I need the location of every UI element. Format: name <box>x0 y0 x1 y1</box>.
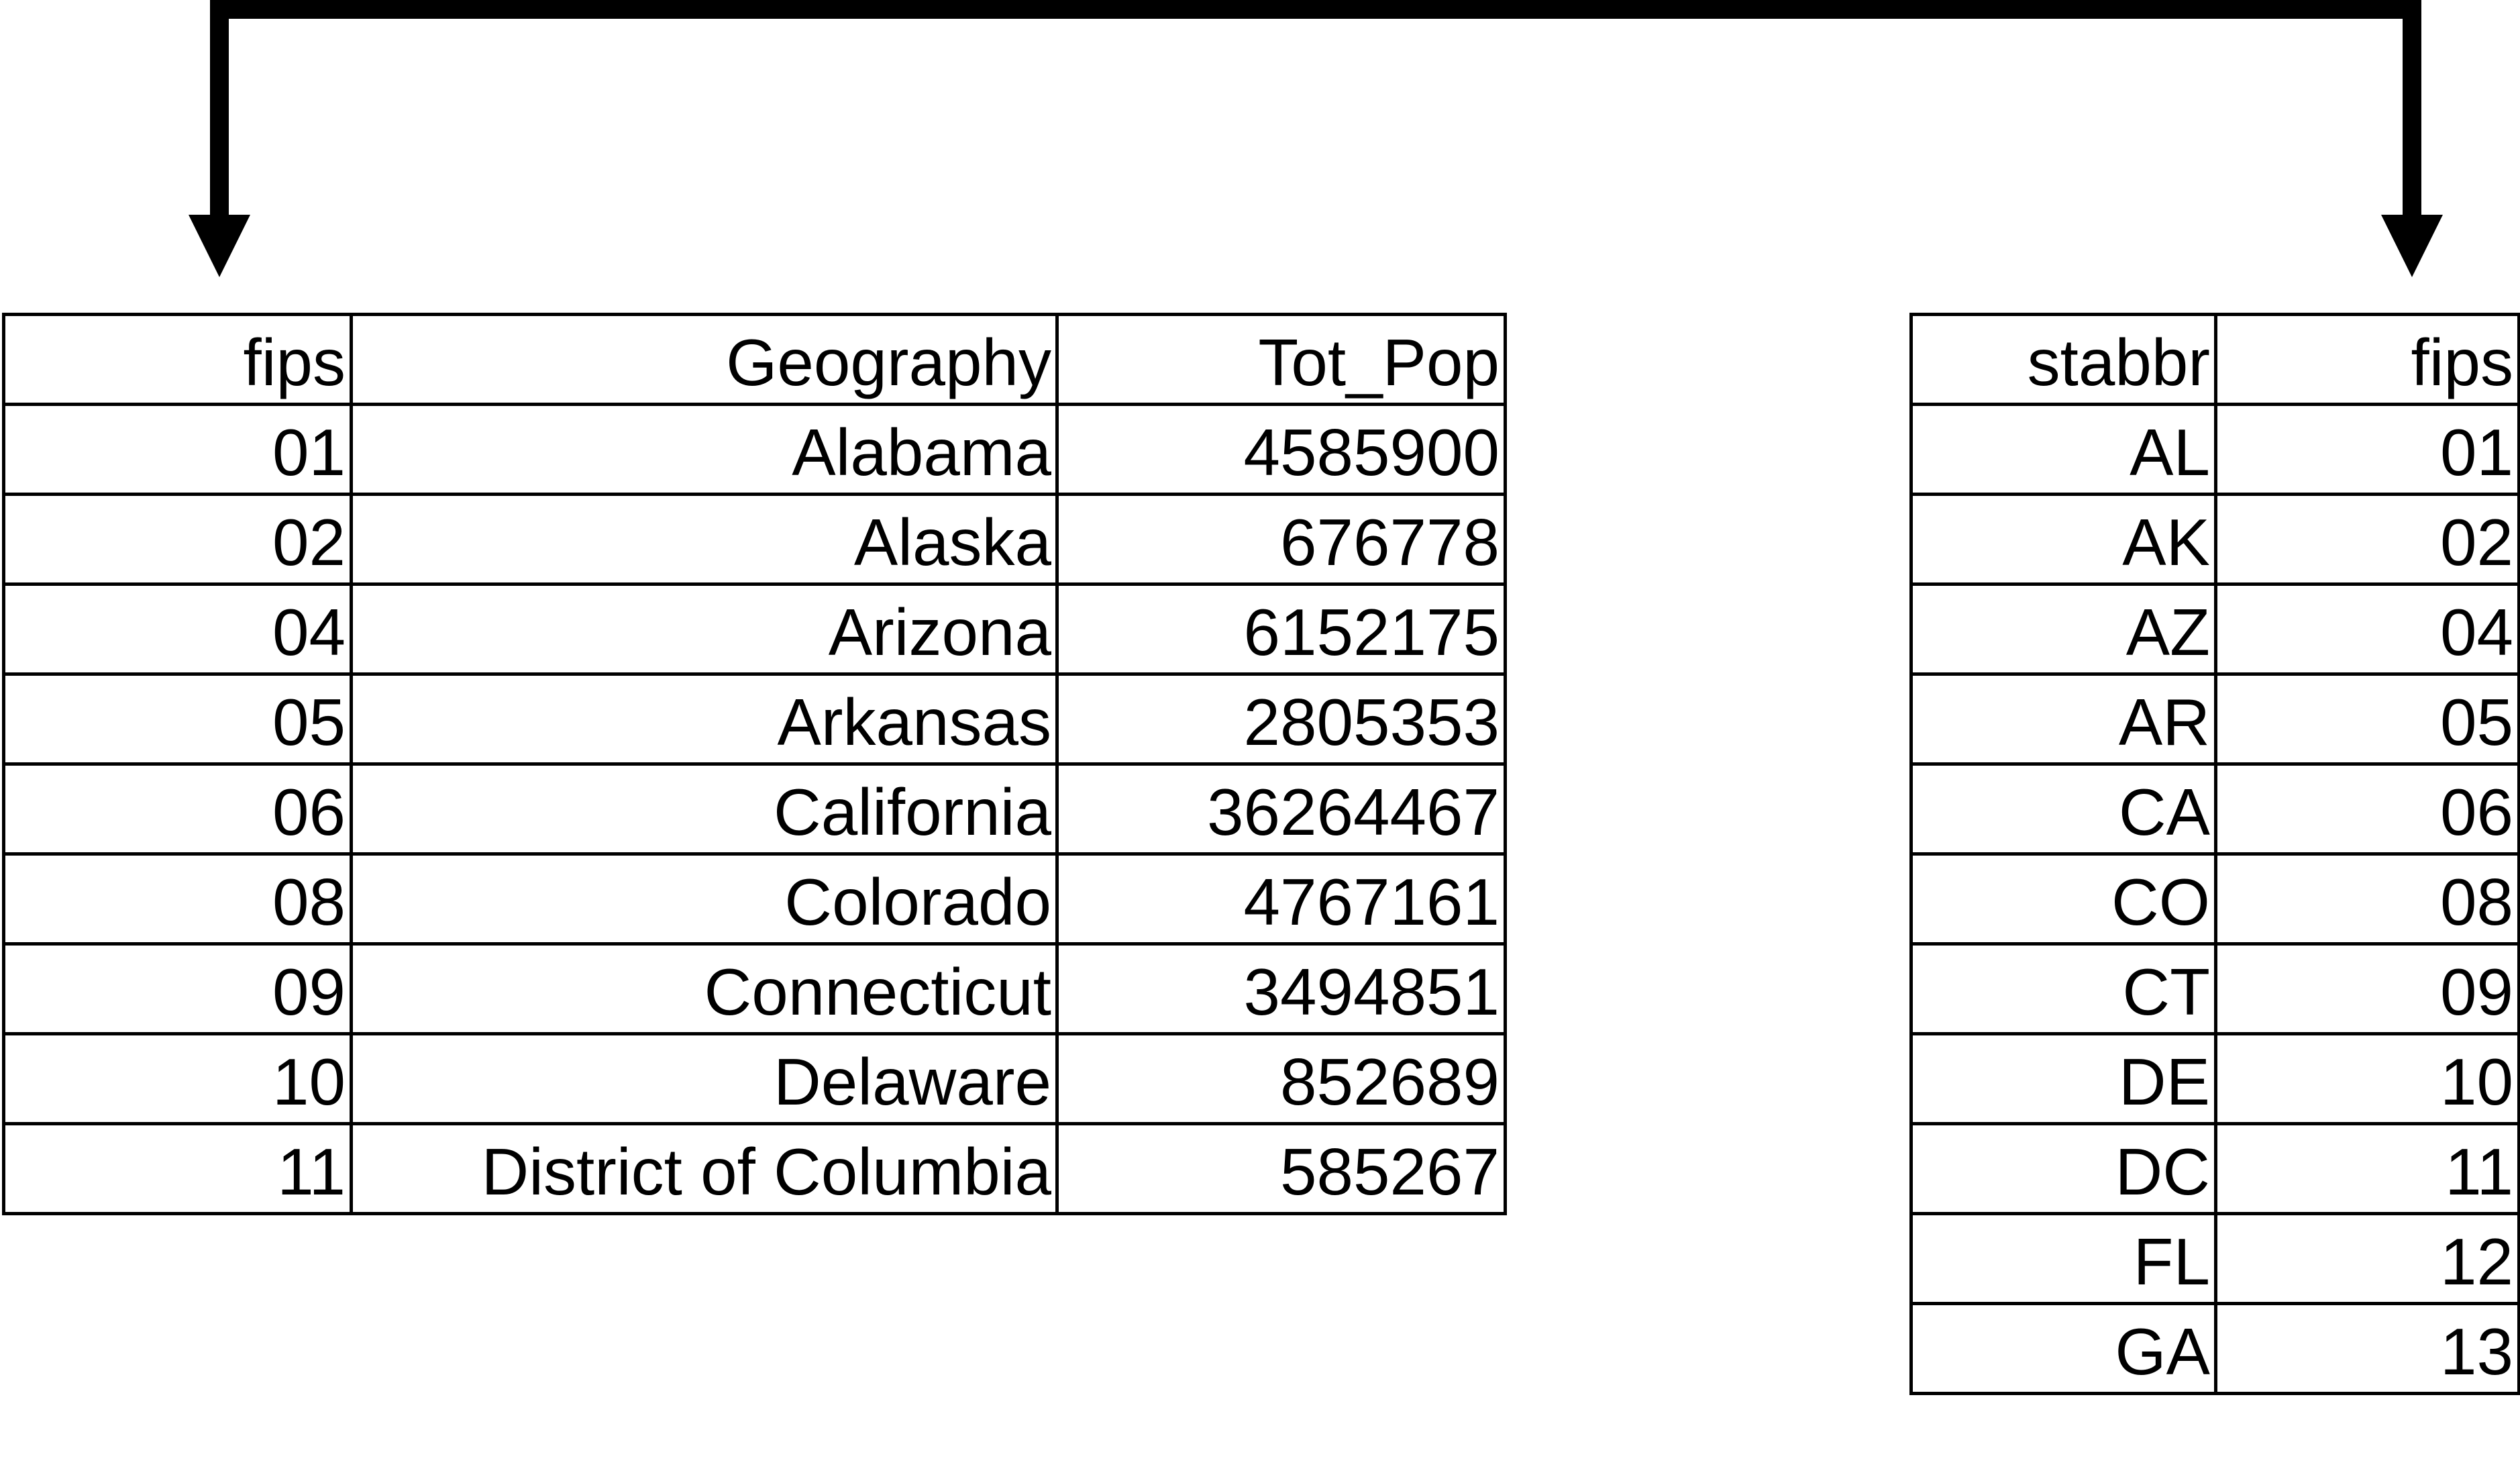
fips-cell: 04 <box>2214 582 2520 676</box>
table-row: 01 Alabama 4585900 <box>2 403 1507 496</box>
geography-cell: California <box>350 762 1059 856</box>
stabbr-cell: AK <box>1909 493 2217 586</box>
tot-pop-cell: 36264467 <box>1055 762 1507 856</box>
table-row: 10 Delaware 852689 <box>2 1032 1507 1125</box>
fips-cell: 01 <box>2 403 353 496</box>
fips-cell: 02 <box>2 493 353 586</box>
fips-cell: 11 <box>2 1122 353 1215</box>
table-row: CA 06 <box>1909 762 2520 856</box>
fips-cell: 09 <box>2214 942 2520 1035</box>
fips-cell: 08 <box>2214 852 2520 946</box>
geography-cell: Arkansas <box>350 672 1059 766</box>
fips-cell: 05 <box>2 672 353 766</box>
stabbr-cell: AL <box>1909 403 2217 496</box>
table-row: 06 California 36264467 <box>2 762 1507 856</box>
fips-cell: 02 <box>2214 493 2520 586</box>
table-row: 11 District of Columbia 585267 <box>2 1122 1507 1215</box>
table-row: AR 05 <box>1909 672 2520 766</box>
left-arrowhead-icon <box>189 215 250 277</box>
right-arrowhead-icon <box>2381 215 2443 277</box>
geography-cell: Colorado <box>350 852 1059 946</box>
table-row: CT 09 <box>1909 942 2520 1035</box>
table-row: GA 13 <box>1909 1302 2520 1395</box>
table-row: DC 11 <box>1909 1122 2520 1215</box>
geography-cell: Arizona <box>350 582 1059 676</box>
stabbr-cell: DE <box>1909 1032 2217 1125</box>
stabbr-cell: DC <box>1909 1122 2217 1215</box>
stabbr-cell: CT <box>1909 942 2217 1035</box>
table-row: 02 Alaska 676778 <box>2 493 1507 586</box>
table-row: 09 Connecticut 3494851 <box>2 942 1507 1035</box>
fips-cell: 01 <box>2214 403 2520 496</box>
stabbr-cell: FL <box>1909 1212 2217 1305</box>
stabbr-cell: CO <box>1909 852 2217 946</box>
tot-pop-cell: 676778 <box>1055 493 1507 586</box>
fips-cell: 12 <box>2214 1212 2520 1305</box>
stabbr-cell: CA <box>1909 762 2217 856</box>
column-header-tot-pop: Tot_Pop <box>1055 313 1507 406</box>
table-row: FL 12 <box>1909 1212 2520 1305</box>
tot-pop-cell: 4585900 <box>1055 403 1507 496</box>
tot-pop-cell: 4767161 <box>1055 852 1507 946</box>
table-row: 04 Arizona 6152175 <box>2 582 1507 676</box>
join-connector-arrow <box>189 0 2443 277</box>
fips-cell: 09 <box>2 942 353 1035</box>
table-row: 08 Colorado 4767161 <box>2 852 1507 946</box>
fips-cell: 10 <box>2214 1032 2520 1125</box>
tot-pop-cell: 6152175 <box>1055 582 1507 676</box>
table-row: CO 08 <box>1909 852 2520 946</box>
table-row: AK 02 <box>1909 493 2520 586</box>
fips-cell: 04 <box>2 582 353 676</box>
table-header-row: fips Geography Tot_Pop <box>2 313 1507 406</box>
geography-cell: Delaware <box>350 1032 1059 1125</box>
geography-cell: Alaska <box>350 493 1059 586</box>
fips-cell: 13 <box>2214 1302 2520 1395</box>
fips-cell: 06 <box>2 762 353 856</box>
table-row: AL 01 <box>1909 403 2520 496</box>
fips-cell: 08 <box>2 852 353 946</box>
column-header-geography: Geography <box>350 313 1059 406</box>
geography-cell: Connecticut <box>350 942 1059 1035</box>
tot-pop-cell: 585267 <box>1055 1122 1507 1215</box>
column-header-fips: fips <box>2214 313 2520 406</box>
stabbr-cell: GA <box>1909 1302 2217 1395</box>
column-header-stabbr: stabbr <box>1909 313 2217 406</box>
tot-pop-cell: 2805353 <box>1055 672 1507 766</box>
column-header-fips: fips <box>2 313 353 406</box>
tot-pop-cell: 852689 <box>1055 1032 1507 1125</box>
fips-cell: 05 <box>2214 672 2520 766</box>
table-row: DE 10 <box>1909 1032 2520 1125</box>
table-row: AZ 04 <box>1909 582 2520 676</box>
geography-cell: District of Columbia <box>350 1122 1059 1215</box>
geography-cell: Alabama <box>350 403 1059 496</box>
stabbr-cell: AR <box>1909 672 2217 766</box>
fips-cell: 10 <box>2 1032 353 1125</box>
fips-cell: 11 <box>2214 1122 2520 1215</box>
table-header-row: stabbr fips <box>1909 313 2520 406</box>
stabbr-cell: AZ <box>1909 582 2217 676</box>
population-table: fips Geography Tot_Pop 01 Alabama 458590… <box>2 313 1507 1215</box>
state-abbreviation-table: stabbr fips AL 01 AK 02 AZ 04 AR 05 CA 0… <box>1909 313 2520 1395</box>
tot-pop-cell: 3494851 <box>1055 942 1507 1035</box>
table-row: 05 Arkansas 2805353 <box>2 672 1507 766</box>
fips-cell: 06 <box>2214 762 2520 856</box>
connector-line <box>210 0 2421 221</box>
